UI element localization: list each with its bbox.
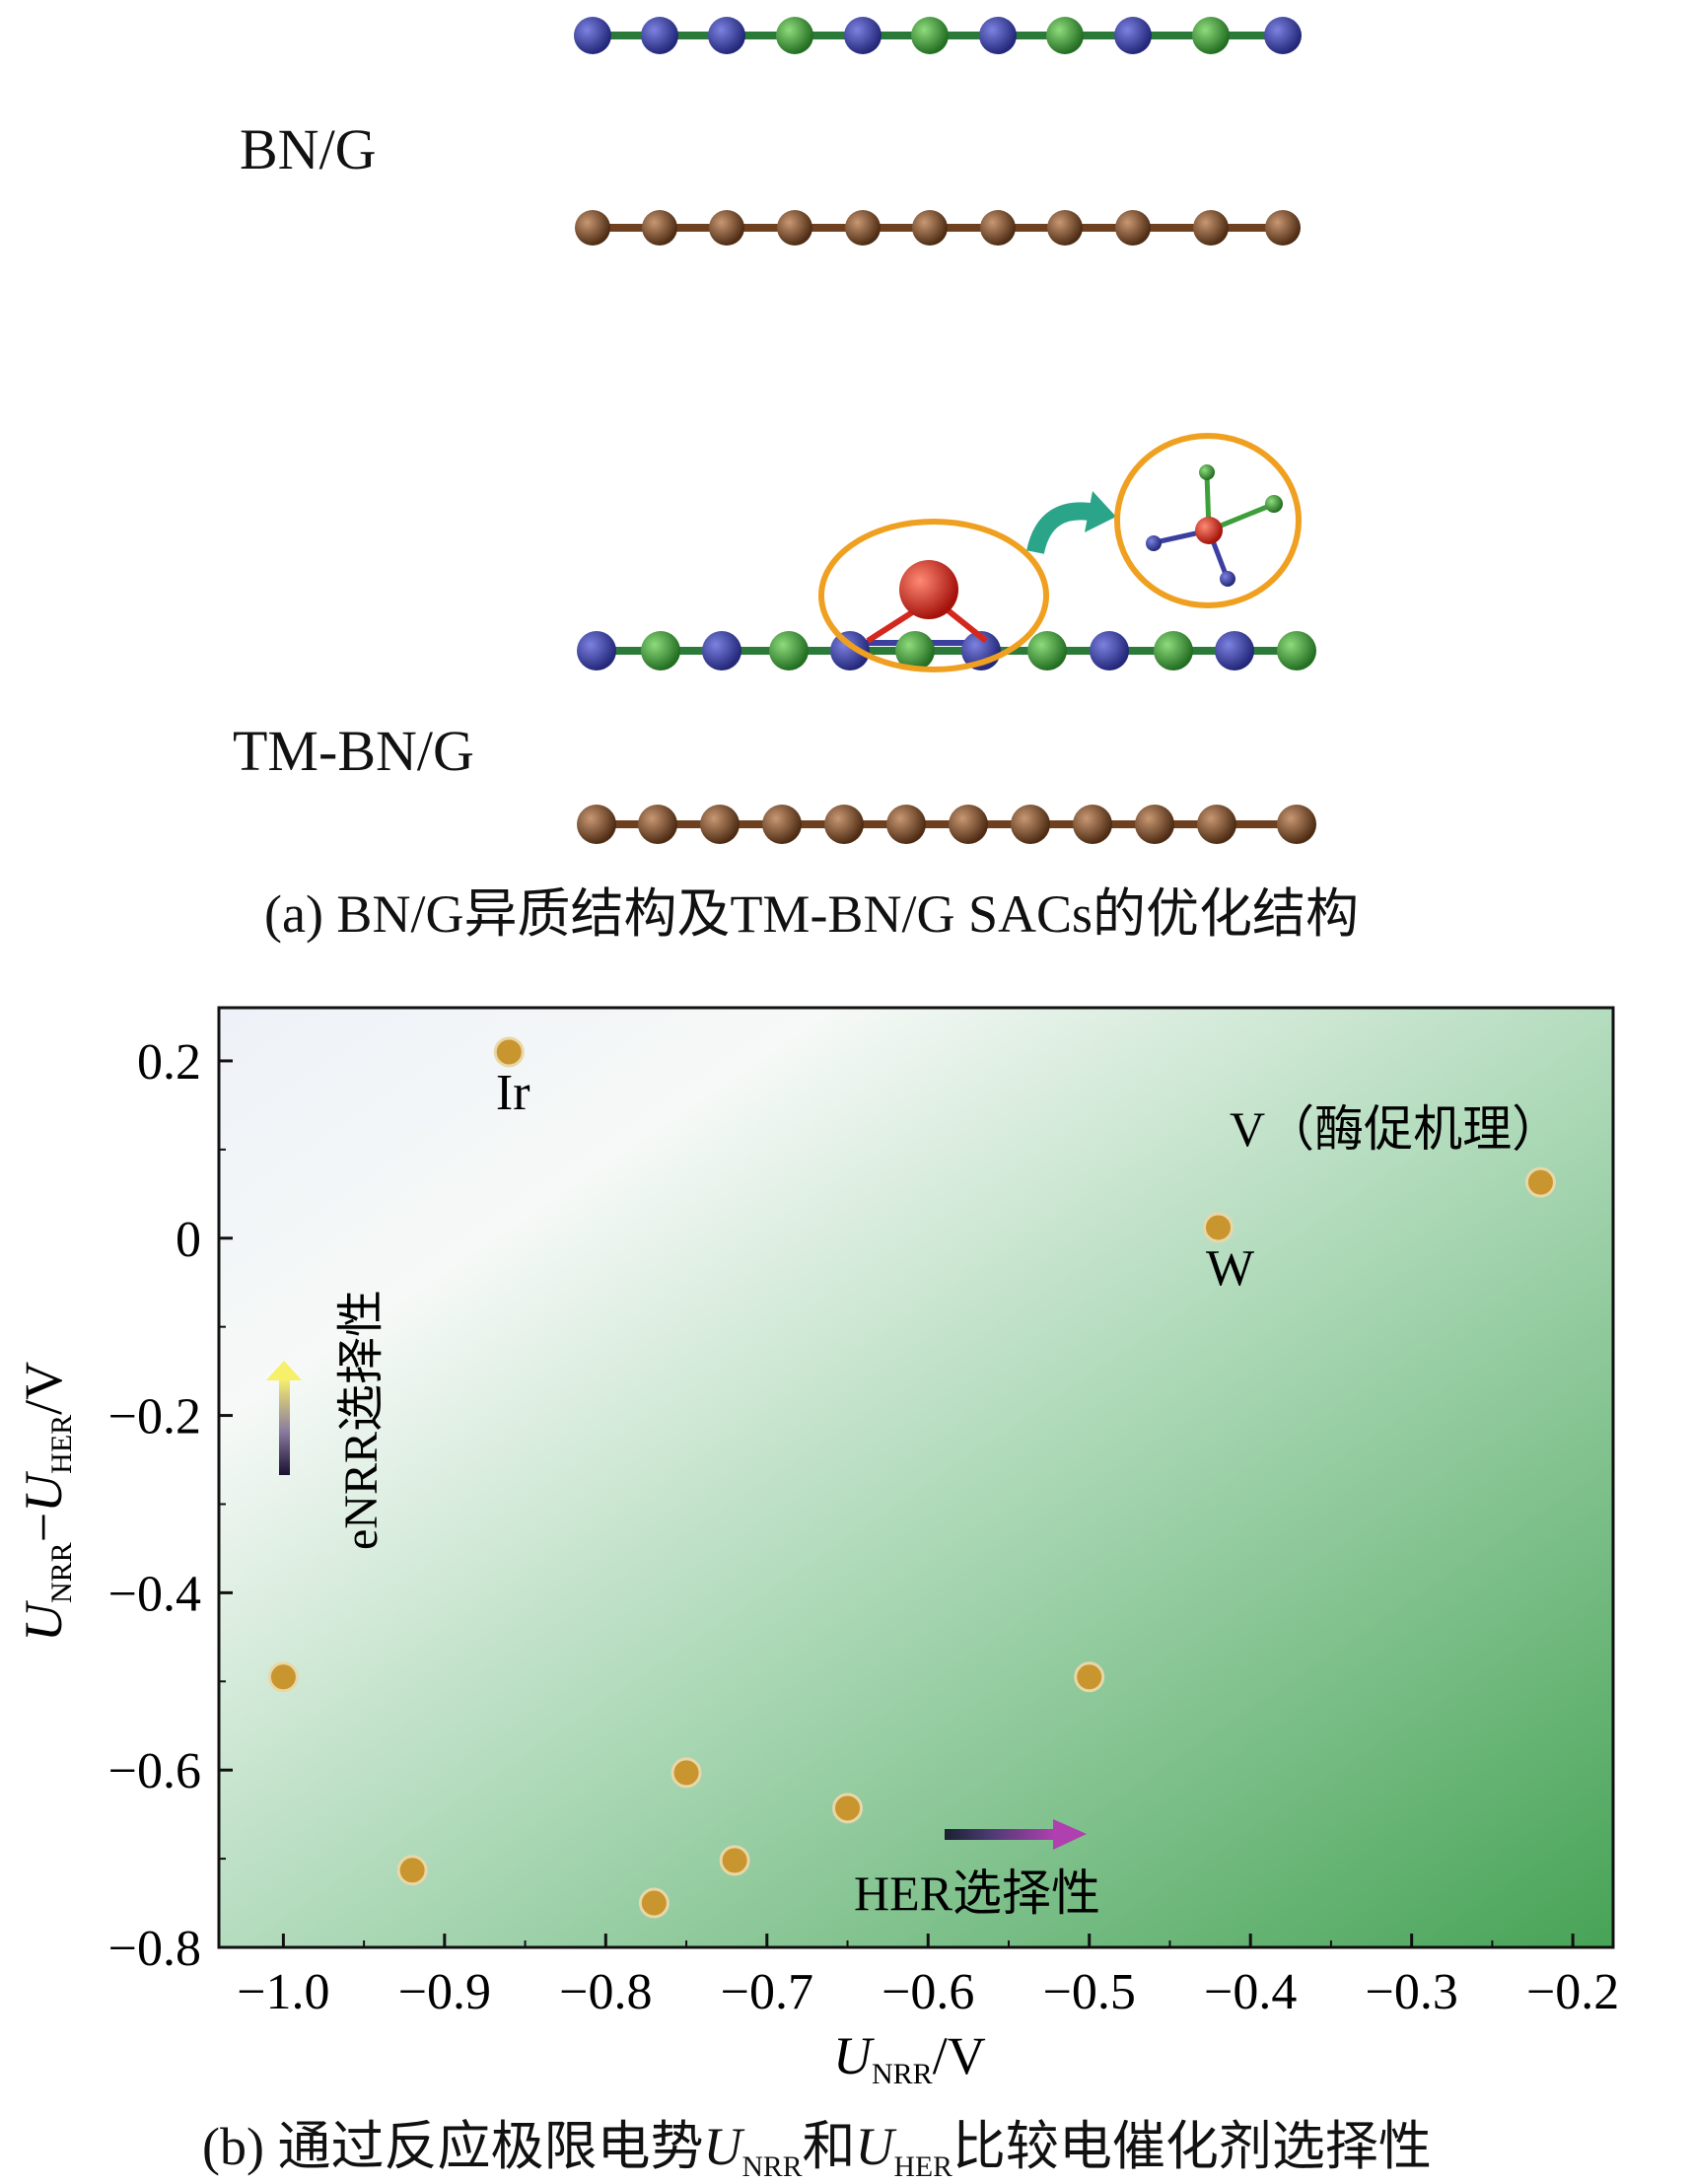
data-point (638, 1887, 670, 1919)
enrr-selectivity-arrow-icon (266, 1361, 302, 1475)
structure-illustration (574, 17, 1316, 844)
x-tick-label: −0.9 (398, 1964, 491, 2020)
metal-site-highlight (818, 519, 1049, 672)
point-label: W (1206, 1240, 1254, 1297)
bn-layer-top (574, 17, 1302, 54)
x-axis-label: UNRR/V (833, 2026, 986, 2090)
data-point (1524, 1166, 1556, 1198)
y-tick-label: −0.8 (108, 1921, 201, 1977)
y-axis-label: UNRR−UHER/V (14, 1362, 78, 1642)
curved-arrow-icon (1026, 502, 1098, 555)
caption-a: (a) BN/G异质结构及TM-BN/G SACs的优化结构 (264, 884, 1360, 944)
graphene-layer-top (575, 210, 1301, 246)
y-tick-label: −0.2 (108, 1389, 201, 1445)
y-tick-label: −0.4 (108, 1566, 201, 1622)
metal-atom (899, 560, 958, 619)
data-point (493, 1036, 525, 1068)
y-tick-label: −0.6 (108, 1743, 201, 1799)
zoom-coordination-view (1114, 433, 1302, 608)
x-tick-label: −0.8 (559, 1964, 652, 2020)
x-tick-label: −0.3 (1366, 1964, 1458, 2020)
x-tick-label: −0.6 (882, 1964, 974, 2020)
y-axis: 0.2 0 −0.2 −0.4 −0.6 −0.8 (108, 1034, 233, 1977)
her-selectivity-arrow-icon (945, 1819, 1087, 1850)
point-label: Ir (496, 1065, 530, 1121)
label-tm-bn-g: TM-BN/G (233, 719, 474, 783)
x-axis: −1.0 −0.9 −0.8 −0.7 −0.6 −0.5 −0.4 −0.3 −0.2 (237, 1934, 1619, 2020)
x-tick-label: −0.2 (1526, 1964, 1619, 2020)
enrr-selectivity-label: eNRR选择性 (335, 1290, 388, 1550)
tm-bn-layer (577, 631, 1316, 670)
data-point (670, 1757, 702, 1789)
scatter-chart: −1.0 −0.9 −0.8 −0.7 −0.6 −0.5 −0.4 −0.3 −0.2 0.2… (14, 1006, 1619, 2090)
data-point (832, 1793, 864, 1824)
label-bn-g: BN/G (240, 117, 377, 181)
x-tick-label: −0.4 (1204, 1964, 1297, 2020)
data-point (396, 1855, 428, 1886)
plot-area (217, 1006, 1615, 1949)
y-tick-label: 0 (176, 1212, 201, 1268)
her-selectivity-label: HER选择性 (854, 1866, 1100, 1921)
caption-b: (b) 通过反应极限电势UNRR和UHER比较电催化剂选择性 (202, 2117, 1432, 2183)
data-point (267, 1661, 299, 1693)
data-point (1074, 1661, 1105, 1693)
data-point (1203, 1212, 1234, 1243)
x-tick-label: −0.5 (1043, 1964, 1136, 2020)
x-tick-label: −0.7 (721, 1964, 813, 2020)
data-point (719, 1845, 750, 1876)
x-tick-label: −1.0 (237, 1964, 329, 2020)
data-points: Ir W (267, 1036, 1556, 1919)
v-annotation: V（酶促机理） (1230, 1101, 1561, 1157)
y-tick-label: 0.2 (137, 1034, 201, 1091)
graphene-layer-bottom (577, 805, 1316, 844)
